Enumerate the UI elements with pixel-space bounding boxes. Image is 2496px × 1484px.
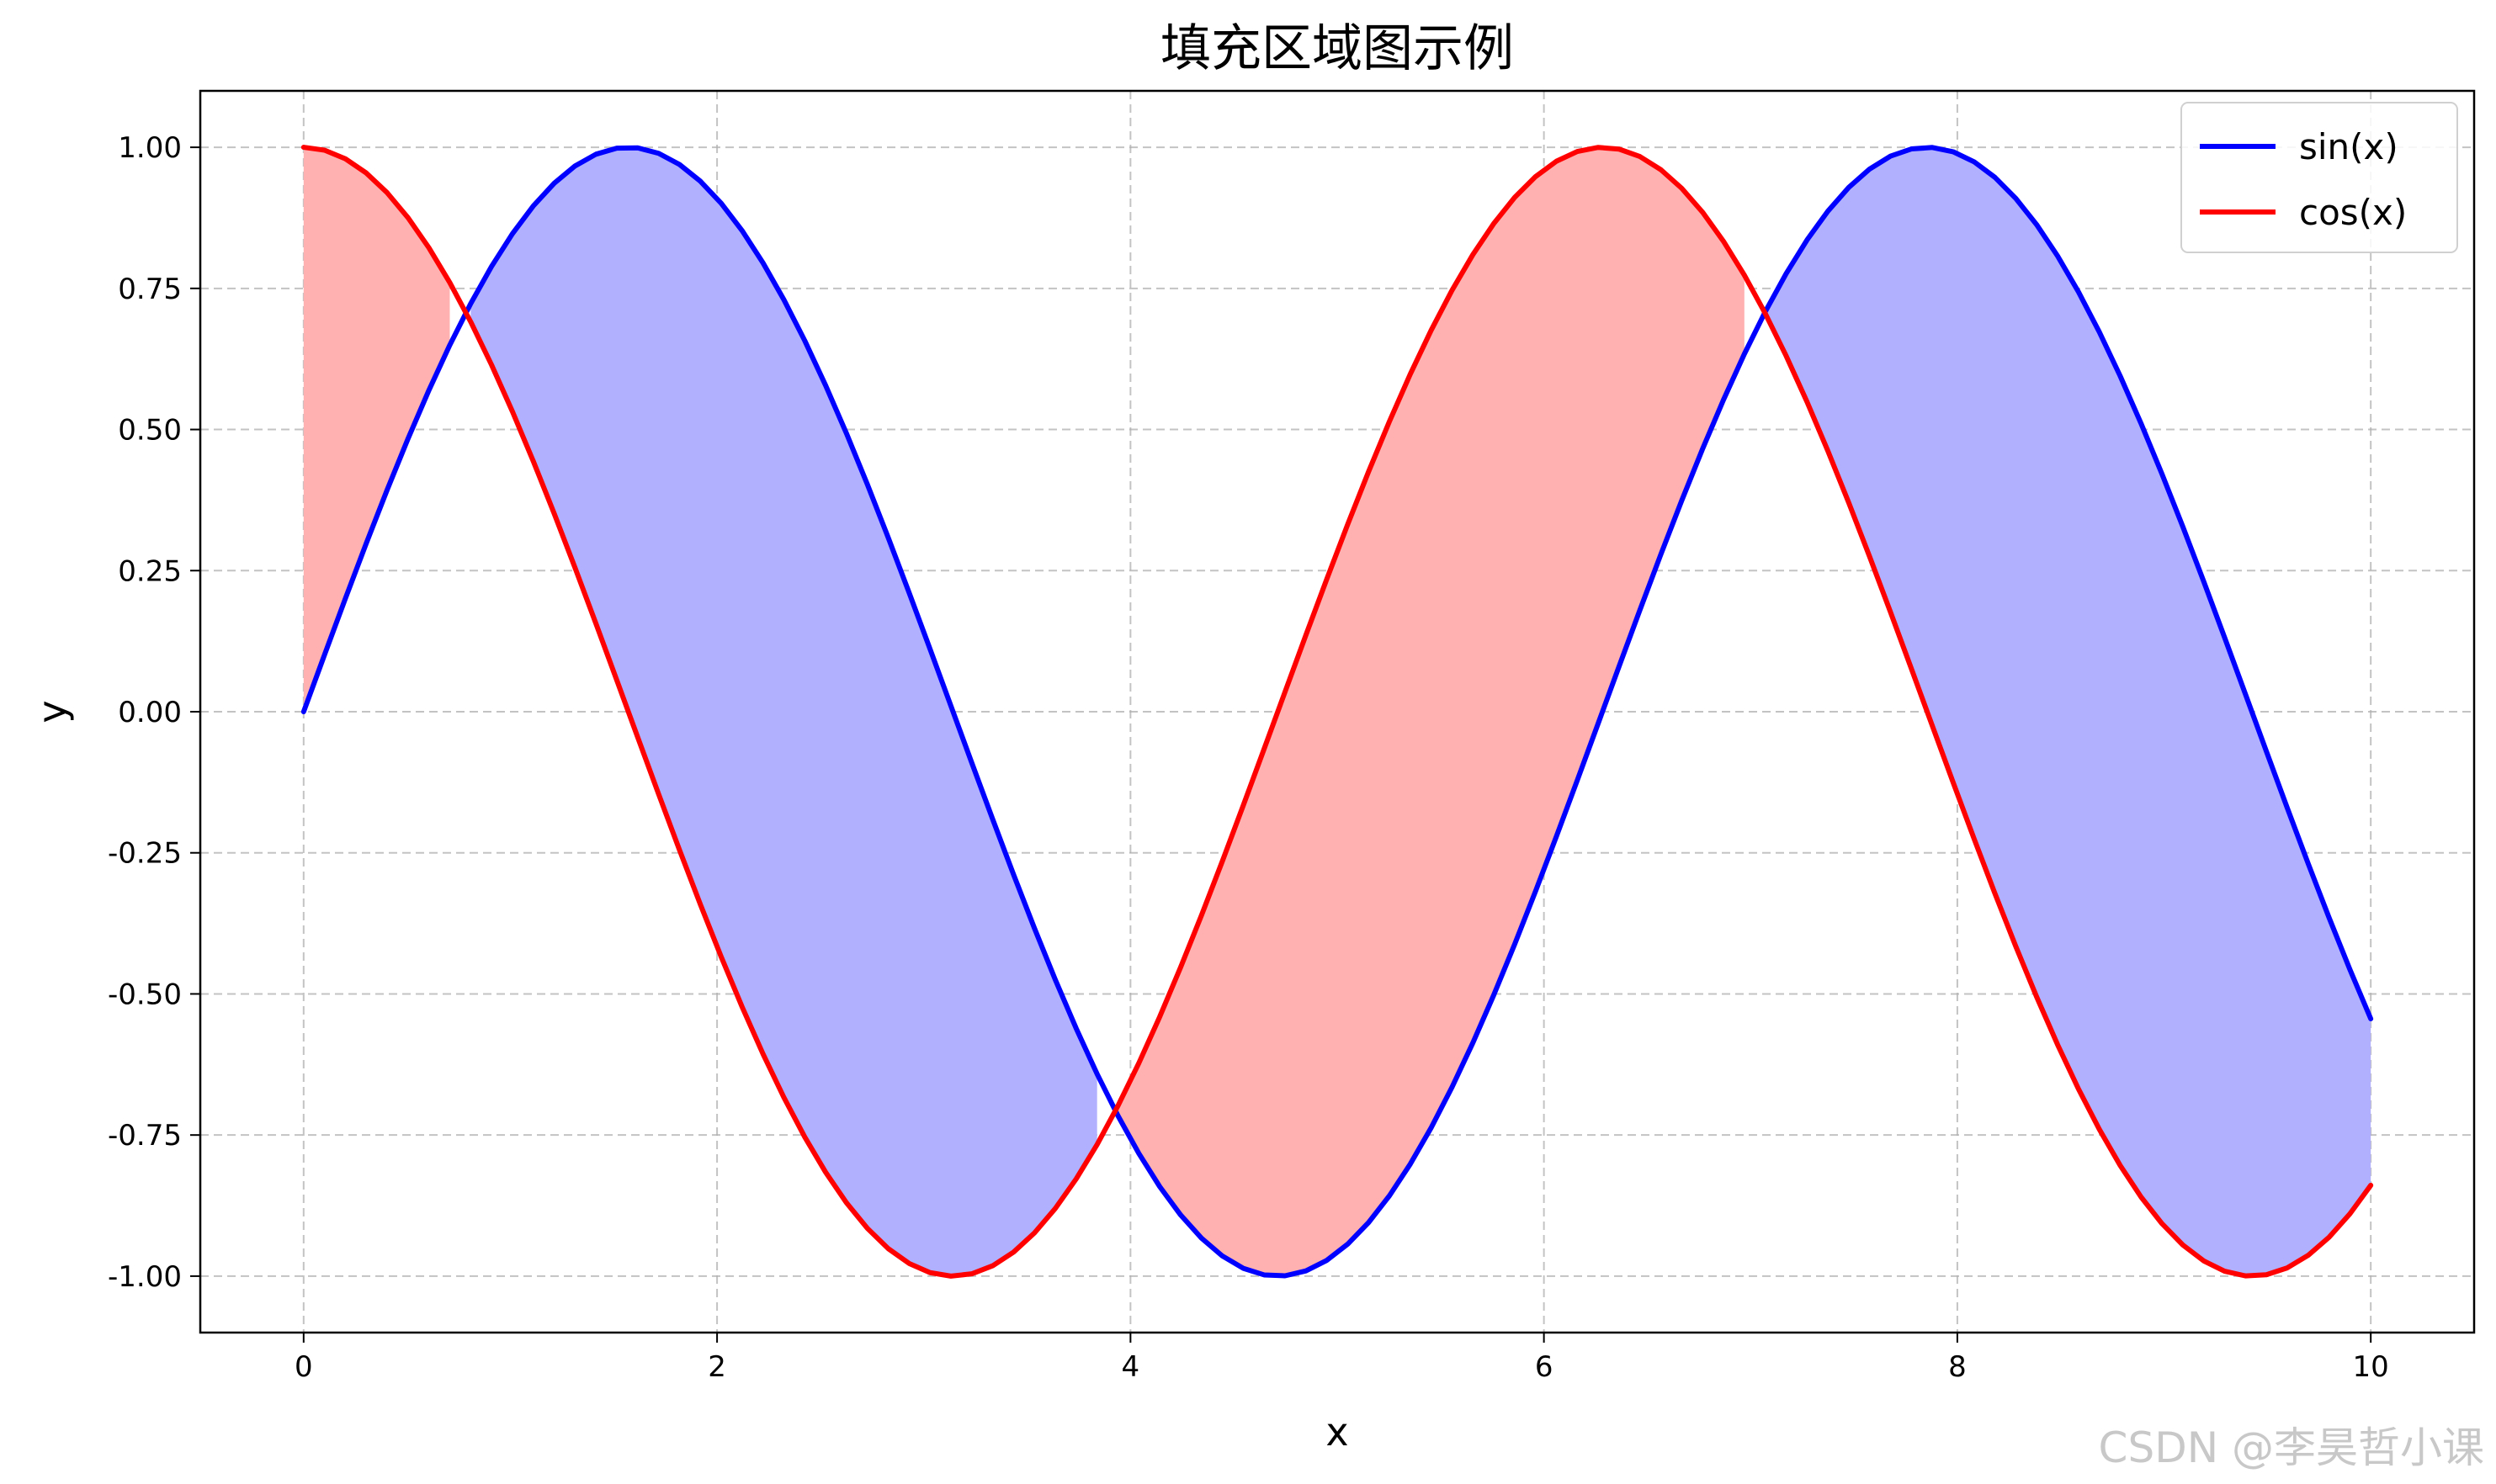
x-tick-label: 2 <box>708 1350 726 1384</box>
fill-cos-above-sin <box>303 147 450 712</box>
x-tick-label: 8 <box>1948 1350 1967 1384</box>
y-tick-label: -0.75 <box>108 1119 182 1153</box>
chart-title: 填充区域图示例 <box>1160 19 1514 78</box>
y-tick-label: -1.00 <box>108 1260 182 1294</box>
x-axis-label: x <box>1325 1409 1348 1455</box>
y-tick-label: 0.00 <box>118 696 182 729</box>
ticks: 0 2 4 6 8 10 1.00 0.75 0.50 0.25 0.00 -0.25 -0.50 -0.… <box>108 131 2389 1384</box>
y-axis-label: y <box>29 700 75 723</box>
y-tick-label: 0.50 <box>118 414 182 448</box>
y-tick-label: 1.00 <box>118 131 182 165</box>
x-tick-label: 0 <box>295 1350 313 1384</box>
legend-box <box>2180 102 2458 253</box>
legend-label-cos: cos(x) <box>2299 192 2407 233</box>
legend-label-sin: sin(x) <box>2299 126 2398 167</box>
y-tick-label: -0.50 <box>108 978 182 1011</box>
fill-areas <box>303 147 2371 1276</box>
x-tick-label: 10 <box>2353 1350 2389 1384</box>
series-line-cos <box>300 145 2374 1279</box>
x-tick-label: 4 <box>1122 1350 1140 1384</box>
legend: sin(x) cos(x) <box>2180 102 2458 253</box>
y-tick-label: -0.25 <box>108 837 182 871</box>
fill-sin-above-cos <box>1765 147 2371 1276</box>
series-line-sin <box>300 145 2374 1279</box>
x-tick-label: 6 <box>1535 1350 1553 1384</box>
fill-sin-above-cos <box>470 147 1097 1276</box>
watermark: CSDN @李昊哲小课 <box>2099 1423 2484 1472</box>
fill-cos-above-sin <box>1118 147 1745 1276</box>
y-tick-label: 0.25 <box>118 554 182 588</box>
y-tick-label: 0.75 <box>118 273 182 306</box>
series-lines <box>300 145 2374 1279</box>
